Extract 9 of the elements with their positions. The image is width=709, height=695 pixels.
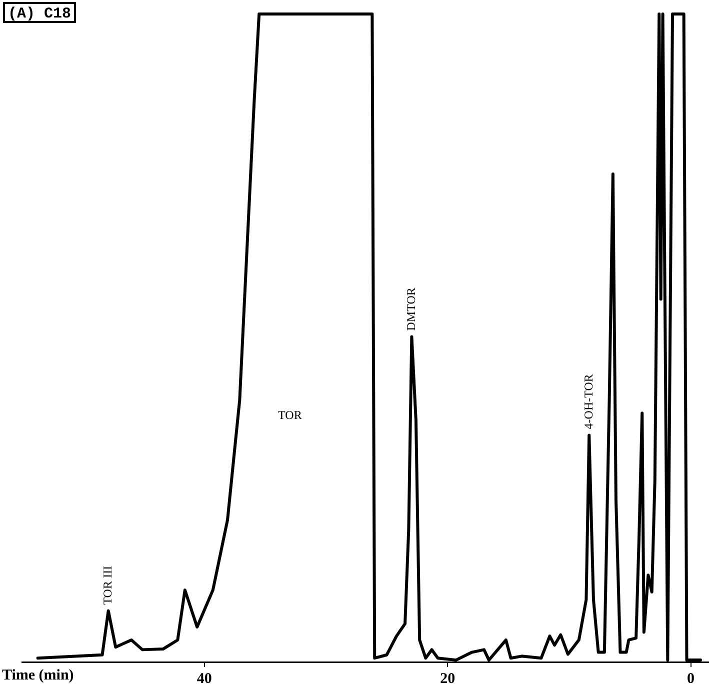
annotation: TOR III bbox=[100, 566, 114, 605]
chart-title: (A) C18 bbox=[8, 5, 72, 22]
x-tick-label: 20 bbox=[440, 670, 456, 687]
x-tick-label: 40 bbox=[196, 670, 212, 687]
x-axis-title: Time (min) bbox=[2, 667, 74, 684]
annotation: TOR bbox=[278, 408, 302, 422]
annotation: 4-OH-TOR bbox=[581, 374, 596, 430]
annotation: DMTOR bbox=[404, 288, 418, 331]
x-tick-label: 0 bbox=[687, 670, 695, 687]
